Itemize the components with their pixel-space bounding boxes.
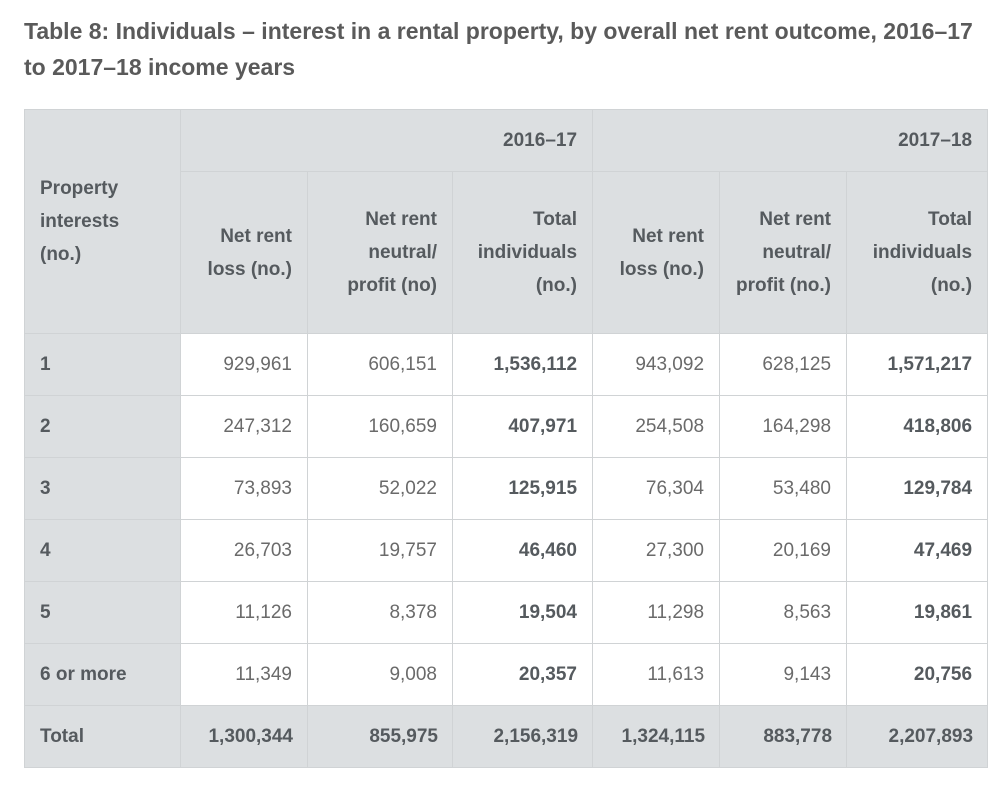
- corner-header: Property interests (no.): [24, 109, 181, 334]
- table-cell: 628,125: [719, 333, 848, 396]
- table-cell-total: 1,571,217: [846, 333, 989, 396]
- table-cell-total: 125,915: [451, 457, 594, 520]
- table-cell: 160,659: [307, 395, 453, 458]
- table-cell: 254,508: [592, 395, 721, 458]
- table-cell: 52,022: [307, 457, 453, 520]
- row-label: 6 or more: [24, 643, 181, 706]
- table-cell-total: 46,460: [451, 519, 594, 582]
- table-row: 3 73,893 52,022 125,915 76,304 53,480 12…: [24, 457, 989, 520]
- table-cell-total: 1,536,112: [451, 333, 594, 396]
- row-label: 5: [24, 581, 181, 644]
- row-label: 4: [24, 519, 181, 582]
- total-cell: 855,975: [307, 705, 453, 768]
- table-cell-total: 20,357: [451, 643, 594, 706]
- table-cell: 11,126: [180, 581, 308, 644]
- table-cell: 20,169: [719, 519, 848, 582]
- year-group-header: 2017–18: [592, 109, 989, 172]
- table-cell: 26,703: [180, 519, 308, 582]
- table-cell: 19,757: [307, 519, 453, 582]
- table-cell-total: 418,806: [846, 395, 989, 458]
- column-header: Net rent loss (no.): [180, 171, 308, 334]
- table-cell-total: 19,861: [846, 581, 989, 644]
- table-row: 5 11,126 8,378 19,504 11,298 8,563 19,86…: [24, 581, 989, 644]
- table-cell: 11,298: [592, 581, 721, 644]
- table-cell-total: 129,784: [846, 457, 989, 520]
- table-row: 2 247,312 160,659 407,971 254,508 164,29…: [24, 395, 989, 458]
- year-group-header: 2016–17: [179, 109, 594, 172]
- table-cell: 11,613: [592, 643, 721, 706]
- column-header: Net rent neutral/ profit (no.): [719, 171, 848, 334]
- year-header-row: Property interests (no.) 2016–17 2017–18: [24, 109, 989, 334]
- total-row-label: Total: [24, 705, 181, 768]
- table-cell-total: 47,469: [846, 519, 989, 582]
- table-cell: 73,893: [180, 457, 308, 520]
- table-cell-total: 407,971: [451, 395, 594, 458]
- table-cell: 164,298: [719, 395, 848, 458]
- table-row: 4 26,703 19,757 46,460 27,300 20,169 47,…: [24, 519, 989, 582]
- table-cell: 606,151: [307, 333, 453, 396]
- table-cell-total: 20,756: [846, 643, 989, 706]
- table-cell: 11,349: [180, 643, 308, 706]
- total-cell: 883,778: [719, 705, 848, 768]
- table-cell: 76,304: [592, 457, 721, 520]
- row-label: 2: [24, 395, 181, 458]
- column-header-row: Net rent loss (no.) Net rent neutral/ pr…: [25, 171, 989, 334]
- column-header: Total individuals (no.): [846, 171, 989, 334]
- table-cell: 9,143: [719, 643, 848, 706]
- total-cell: 2,207,893: [846, 705, 989, 768]
- total-cell: 1,324,115: [592, 705, 721, 768]
- table-row: 6 or more 11,349 9,008 20,357 11,613 9,1…: [24, 643, 989, 706]
- table-cell: 27,300: [592, 519, 721, 582]
- table-cell: 943,092: [592, 333, 721, 396]
- table-cell: 8,378: [307, 581, 453, 644]
- column-header: Net rent loss (no.): [592, 171, 721, 334]
- table-cell: 247,312: [180, 395, 308, 458]
- table-cell: 53,480: [719, 457, 848, 520]
- table-cell: 8,563: [719, 581, 848, 644]
- row-label: 3: [24, 457, 181, 520]
- table-cell-total: 19,504: [451, 581, 594, 644]
- total-row: Total 1,300,344 855,975 2,156,319 1,324,…: [24, 705, 989, 768]
- row-label: 1: [24, 333, 181, 396]
- table-cell: 9,008: [307, 643, 453, 706]
- total-cell: 1,300,344: [180, 705, 308, 768]
- column-header: Total individuals (no.): [451, 171, 594, 334]
- table-title: Table 8: Individuals – interest in a ren…: [24, 18, 973, 80]
- rental-property-table: Property interests (no.) 2016–17 2017–18…: [24, 109, 989, 768]
- table-row: 1 929,961 606,151 1,536,112 943,092 628,…: [24, 333, 989, 396]
- total-cell: 2,156,319: [451, 705, 594, 768]
- table-cell: 929,961: [180, 333, 308, 396]
- column-header: Net rent neutral/ profit (no): [307, 171, 453, 334]
